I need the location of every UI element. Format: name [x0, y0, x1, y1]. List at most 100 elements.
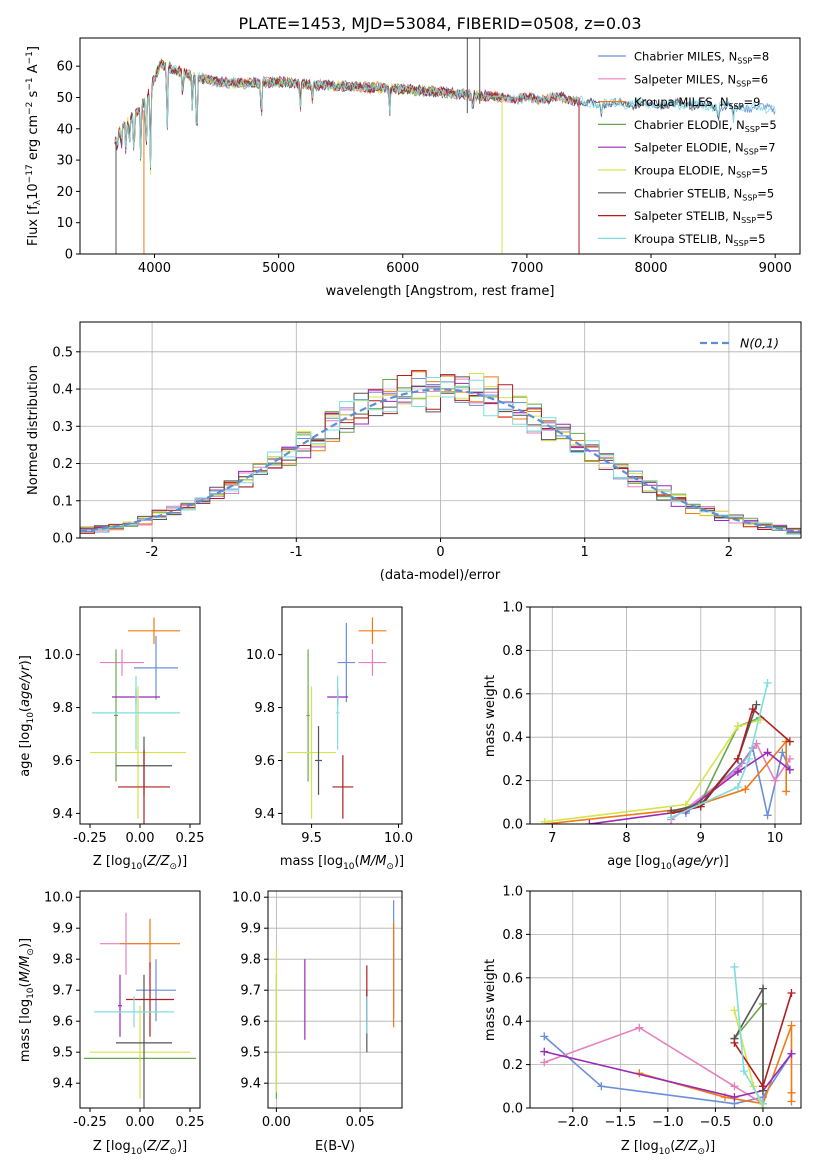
y-tick-label: 0.0: [502, 1102, 523, 1117]
weight-marker: [741, 785, 750, 794]
x-axis-label: Z [log10(Z/Z⊙)]: [93, 854, 187, 872]
axes-age_vs_mass: 9.5 10.0 9.4 9.6 9.8 10.0 mass [log10(M/M⊙)]: [246, 606, 413, 872]
x-axis-label-part: Z/Z: [146, 1139, 170, 1154]
x-tick-label: 7000: [510, 261, 543, 276]
weight-marker: [730, 962, 739, 971]
weight-marker: [540, 1058, 549, 1067]
legend-label: Chabrier MILES, NSSP=8: [634, 50, 769, 66]
weight-marker: [585, 820, 594, 824]
weight-marker: [733, 767, 742, 776]
weight-marker: [748, 704, 757, 713]
weight-marker: [771, 776, 780, 785]
y-tick-label: 0: [65, 248, 73, 263]
x-axis-label: mass [log10(M/M⊙)]: [280, 854, 404, 872]
legend-label: Salpeter ELODIE, NSSP=7: [634, 141, 776, 157]
weight-marker: [778, 748, 787, 757]
y-tick-label: 10.0: [232, 891, 261, 906]
axes-frame-residuals: -2 -1 0 1 2 0.0 0.1 0.2 0.3 0.4 0.5 N(0,1) (data-mod…: [26, 321, 802, 583]
normal-curve: [80, 388, 801, 533]
x-axis-label-part: (: [670, 1139, 675, 1154]
x-tick-label: 8000: [634, 261, 667, 276]
y-tick-label: 9.8: [52, 701, 73, 716]
y-axis-label: Flux [fλ10−17 erg cm−2 s−1 A−1]: [25, 46, 43, 246]
y-tick-label: 0.4: [502, 1015, 523, 1030]
axes-mass_vs_EBV: 0.00 0.05 9.4 9.5 9.6 9.7 9.8 9.9 10.0 E(B-V): [232, 890, 403, 1154]
legend-label-end: =9: [744, 95, 761, 109]
weight-line: [733, 966, 764, 1105]
weight-line: [685, 746, 791, 816]
x-tick-label: 7: [548, 831, 556, 846]
spectrum-line: [114, 61, 579, 169]
plot-area-mass_vs_Z: [84, 912, 196, 1108]
x-axis-label-part: ⊙: [169, 1147, 177, 1157]
x-tick-label: 9: [697, 831, 705, 846]
weight-marker: [540, 817, 549, 824]
x-tick-label: 0.00: [126, 1115, 155, 1130]
legend-label: N(0,1): [740, 336, 779, 351]
weight-marker: [597, 1082, 606, 1091]
y-axis-label-part: s: [26, 90, 41, 101]
y-tick-label: 10: [56, 216, 73, 231]
x-axis-label-part: age [log: [607, 854, 660, 869]
weight-marker: [540, 1032, 549, 1041]
x-tick-label: 0.25: [176, 1115, 205, 1130]
y-tick-label: 9.6: [254, 754, 275, 769]
y-tick-label: 0.5: [52, 345, 73, 360]
y-axis-label-part: −1: [25, 77, 35, 90]
x-axis-label-part: )]: [705, 1139, 715, 1154]
legend-label: Chabrier ELODIE, NSSP=5: [634, 118, 777, 134]
x-tick-label: 10: [767, 831, 784, 846]
y-tick-label: 9.4: [254, 807, 275, 822]
x-tick-label: 9000: [759, 261, 792, 276]
y-tick-label: 0.8: [502, 644, 523, 659]
y-axis-label-part: −2: [25, 102, 35, 115]
weight-marker: [787, 1097, 796, 1106]
x-axis-label-part: 10: [659, 1147, 671, 1157]
x-axis-label-part: 10: [660, 862, 672, 872]
y-tick-label: 0.1: [52, 494, 73, 509]
plot-area-mass_weight_vs_age: [540, 678, 794, 824]
x-tick-label: 0.05: [346, 1115, 375, 1130]
y-tick-label: 9.6: [240, 1015, 261, 1030]
legend-label-sub: SSP: [742, 193, 757, 202]
y-axis-label-part: 10: [26, 987, 36, 999]
y-tick-label: 9.4: [240, 1077, 261, 1092]
y-tick-label: 9.9: [240, 922, 261, 937]
x-tick-label: 0.25: [176, 831, 205, 846]
y-axis-label-part: mass [log: [18, 999, 33, 1062]
x-tick-label: 10.0: [384, 831, 413, 846]
plot-area-age_vs_mass: [287, 617, 387, 819]
axes-frame-mass_vs_Z: -0.25 0.00 0.25 9.4 9.5 9.6 9.7 9.8 9.9 10.0 Z [lo…: [18, 890, 205, 1157]
spectrum-line: [114, 58, 503, 175]
weight-marker: [730, 1038, 739, 1047]
axes-frame-age_vs_mass: 9.5 10.0 9.4 9.6 9.8 10.0 mass [log10(M/M⊙)]: [246, 606, 413, 872]
axes-age_vs_Z: -0.25 0.00 0.259.49.69.810.0Z [log10(Z/Z⊙)…: [18, 606, 205, 872]
weight-marker: [763, 748, 772, 757]
weight-marker: [733, 783, 742, 792]
x-axis-label: age [log10(age/yr)]: [607, 854, 729, 872]
x-tick-label: 0.0: [753, 1115, 774, 1130]
x-axis-label-part: ⊙: [697, 1147, 705, 1157]
weight-line: [670, 704, 758, 812]
x-axis-label-part: (: [142, 854, 147, 869]
y-axis-label-part: mass weight: [483, 959, 498, 1041]
weight-marker: [730, 1093, 739, 1102]
y-axis-label-part: (: [18, 982, 33, 987]
axes-spine: [529, 890, 802, 1109]
y-tick-label: 30: [56, 154, 73, 169]
y-tick-label: 9.5: [52, 1046, 73, 1061]
legend-label-main: Chabrier ELODIE, N: [634, 118, 745, 132]
axes-spine: [79, 37, 801, 255]
legend-label-sub: SSP: [729, 102, 744, 111]
y-tick-label: 60: [56, 60, 73, 75]
x-tick-label: −1.0: [652, 1115, 684, 1130]
legend-label-end: =5: [757, 186, 774, 200]
x-axis-label-part: Z [log: [621, 1139, 659, 1154]
y-axis-label-part: )]: [18, 938, 33, 948]
x-tick-label: 0.00: [126, 831, 155, 846]
weight-marker: [730, 1006, 739, 1015]
plot-area-residuals: [80, 370, 801, 535]
y-tick-label: 1.0: [502, 885, 523, 900]
axes-frame-age_vs_Z: -0.25 0.00 0.259.49.69.810.0Z [log10(Z/Z⊙)…: [18, 606, 205, 872]
